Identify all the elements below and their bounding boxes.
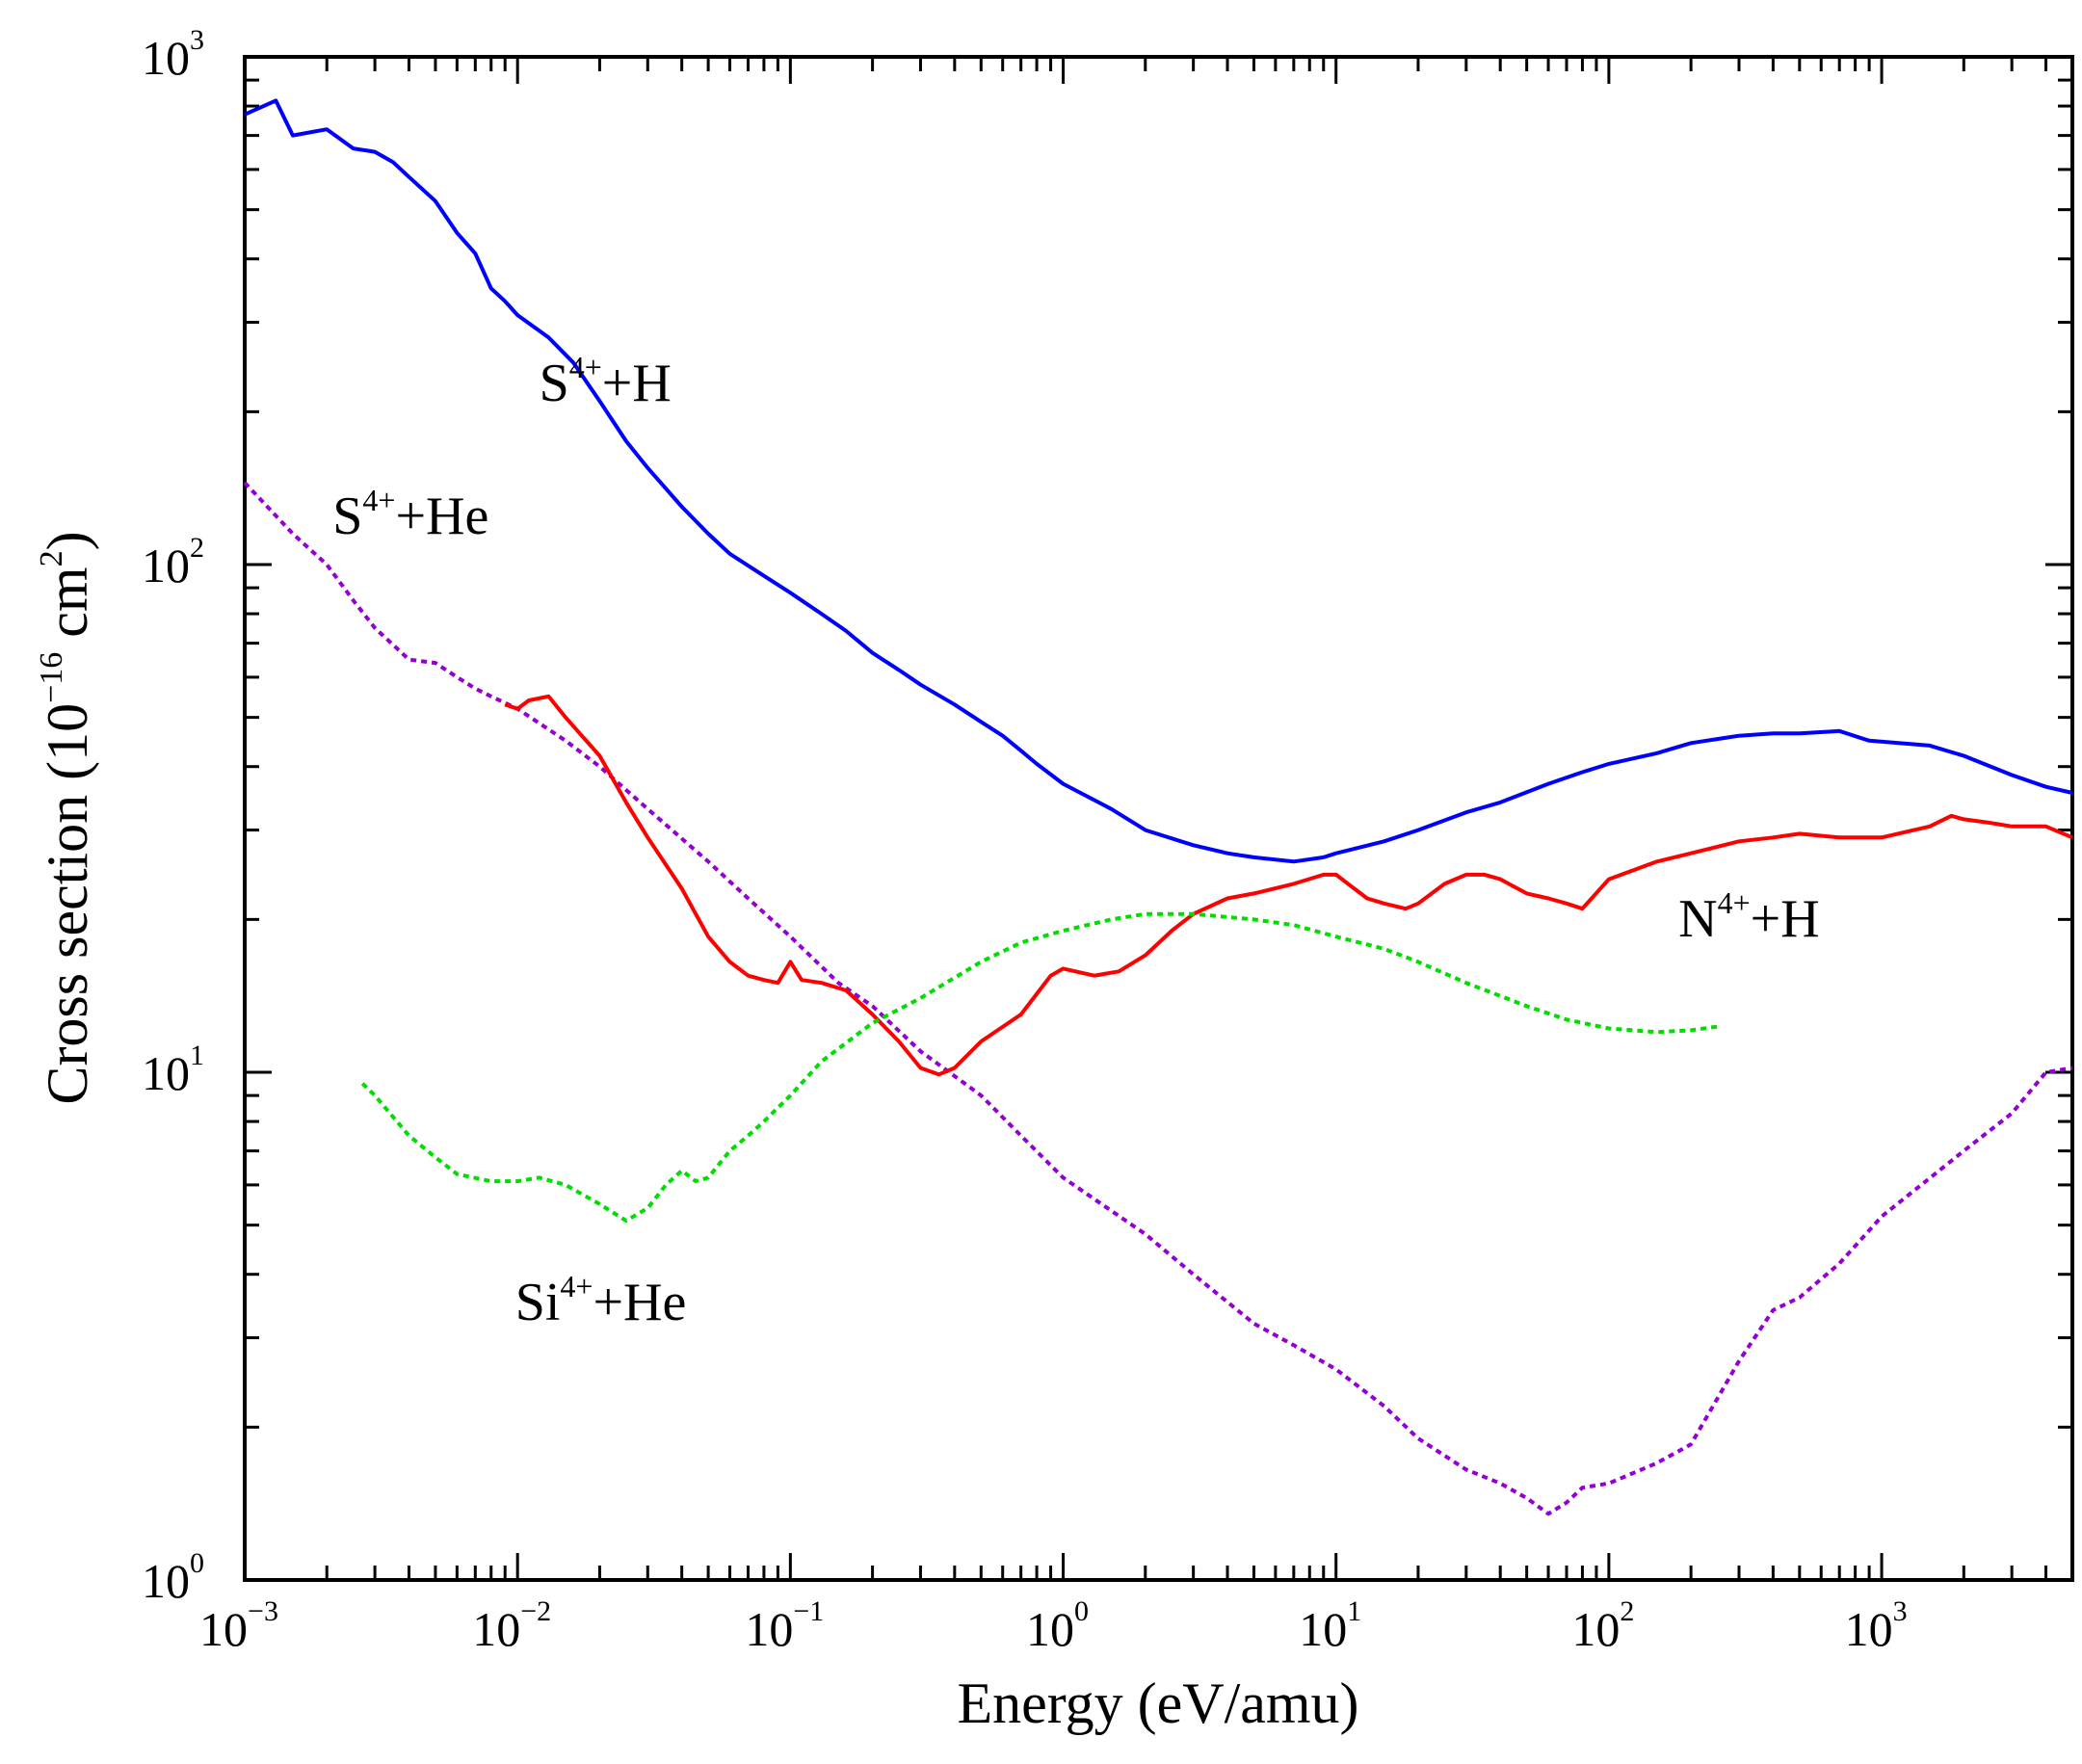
- y-tick-label: 100: [142, 1547, 204, 1608]
- series-label-base: N: [1678, 889, 1717, 949]
- y-tick-label-exp: 2: [190, 532, 204, 564]
- series-line: [504, 694, 2073, 1077]
- y-tick-label: 103: [142, 24, 204, 85]
- x-tick-label-base: 10: [1299, 1602, 1347, 1656]
- x-tick-label: 101: [1299, 1595, 1361, 1656]
- series-label-rest: +H: [602, 354, 672, 413]
- series-line: [360, 911, 1718, 1224]
- axis-ticks: [243, 55, 2074, 1582]
- plot-frame: [243, 55, 2074, 1582]
- series-label-rest: +He: [395, 487, 488, 546]
- y-axis-title: Cross section (10−16 cm2): [34, 531, 99, 1104]
- x-tick-label: 10−2: [472, 1595, 551, 1656]
- x-tick-label-exp: −1: [793, 1595, 824, 1627]
- series-label-sup: 4+: [560, 1269, 593, 1303]
- series-label-base: S: [332, 487, 362, 546]
- y-tick-label: 101: [142, 1040, 204, 1100]
- series-label-rest: +He: [593, 1273, 686, 1332]
- x-tick-label-base: 10: [745, 1602, 793, 1656]
- x-tick-label-exp: 2: [1620, 1595, 1634, 1627]
- series-label: S4++He: [332, 483, 488, 546]
- x-tick-label-base: 10: [472, 1602, 520, 1656]
- x-tick-label: 103: [1845, 1595, 1908, 1656]
- x-axis-title: Energy (eV/amu): [957, 1672, 1358, 1735]
- series-label: N4++H: [1678, 885, 1820, 949]
- x-tick-label: 10−3: [199, 1595, 278, 1656]
- y-tick-label-base: 10: [142, 1046, 190, 1100]
- y-tick-label-exp: 0: [190, 1547, 204, 1579]
- y-axis-title-exp: −16: [34, 652, 69, 703]
- y-tick-label: 102: [142, 532, 204, 592]
- x-tick-label-base: 10: [1026, 1602, 1074, 1656]
- x-tick-label-base: 10: [199, 1602, 248, 1656]
- series-lines: [243, 98, 2073, 1516]
- y-axis-title-suffix: ): [36, 531, 99, 550]
- series-label: S4++H: [540, 350, 672, 413]
- x-tick-labels: 10−3 10−2 10−1 100 101 102 103: [199, 1595, 1908, 1656]
- series-label-rest: +H: [1751, 889, 1820, 949]
- series-line: [243, 481, 2073, 1516]
- x-tick-label-exp: 3: [1893, 1595, 1908, 1627]
- series-label-sup: 4+: [569, 350, 602, 384]
- y-axis-title-unit: cm: [36, 566, 99, 651]
- x-tick-label-exp: −2: [520, 1595, 551, 1627]
- y-tick-label-base: 10: [142, 539, 190, 592]
- y-tick-label-exp: 3: [190, 24, 204, 56]
- series-label-base: Si: [515, 1273, 561, 1332]
- x-tick-label-exp: 0: [1074, 1595, 1089, 1627]
- x-tick-label-base: 10: [1571, 1602, 1620, 1656]
- x-tick-label: 102: [1571, 1595, 1634, 1656]
- x-tick-label-base: 10: [1845, 1602, 1893, 1656]
- series-label: Si4++He: [515, 1269, 687, 1332]
- x-tick-label: 100: [1026, 1595, 1089, 1656]
- series-label-sup: 4+: [362, 483, 395, 517]
- y-axis-title-unit-exp: 2: [34, 550, 69, 566]
- y-axis-title-prefix: Cross section (10: [36, 703, 99, 1105]
- y-tick-label-base: 10: [142, 1554, 190, 1608]
- y-tick-label-exp: 1: [190, 1040, 204, 1071]
- x-tick-label-exp: −3: [248, 1595, 278, 1627]
- series-line: [244, 98, 2073, 864]
- series-label-sup: 4+: [1718, 885, 1751, 920]
- y-tick-label-base: 10: [142, 31, 190, 85]
- x-tick-label: 10−1: [745, 1595, 824, 1656]
- x-tick-label-exp: 1: [1347, 1595, 1361, 1627]
- series-label-base: S: [540, 354, 569, 413]
